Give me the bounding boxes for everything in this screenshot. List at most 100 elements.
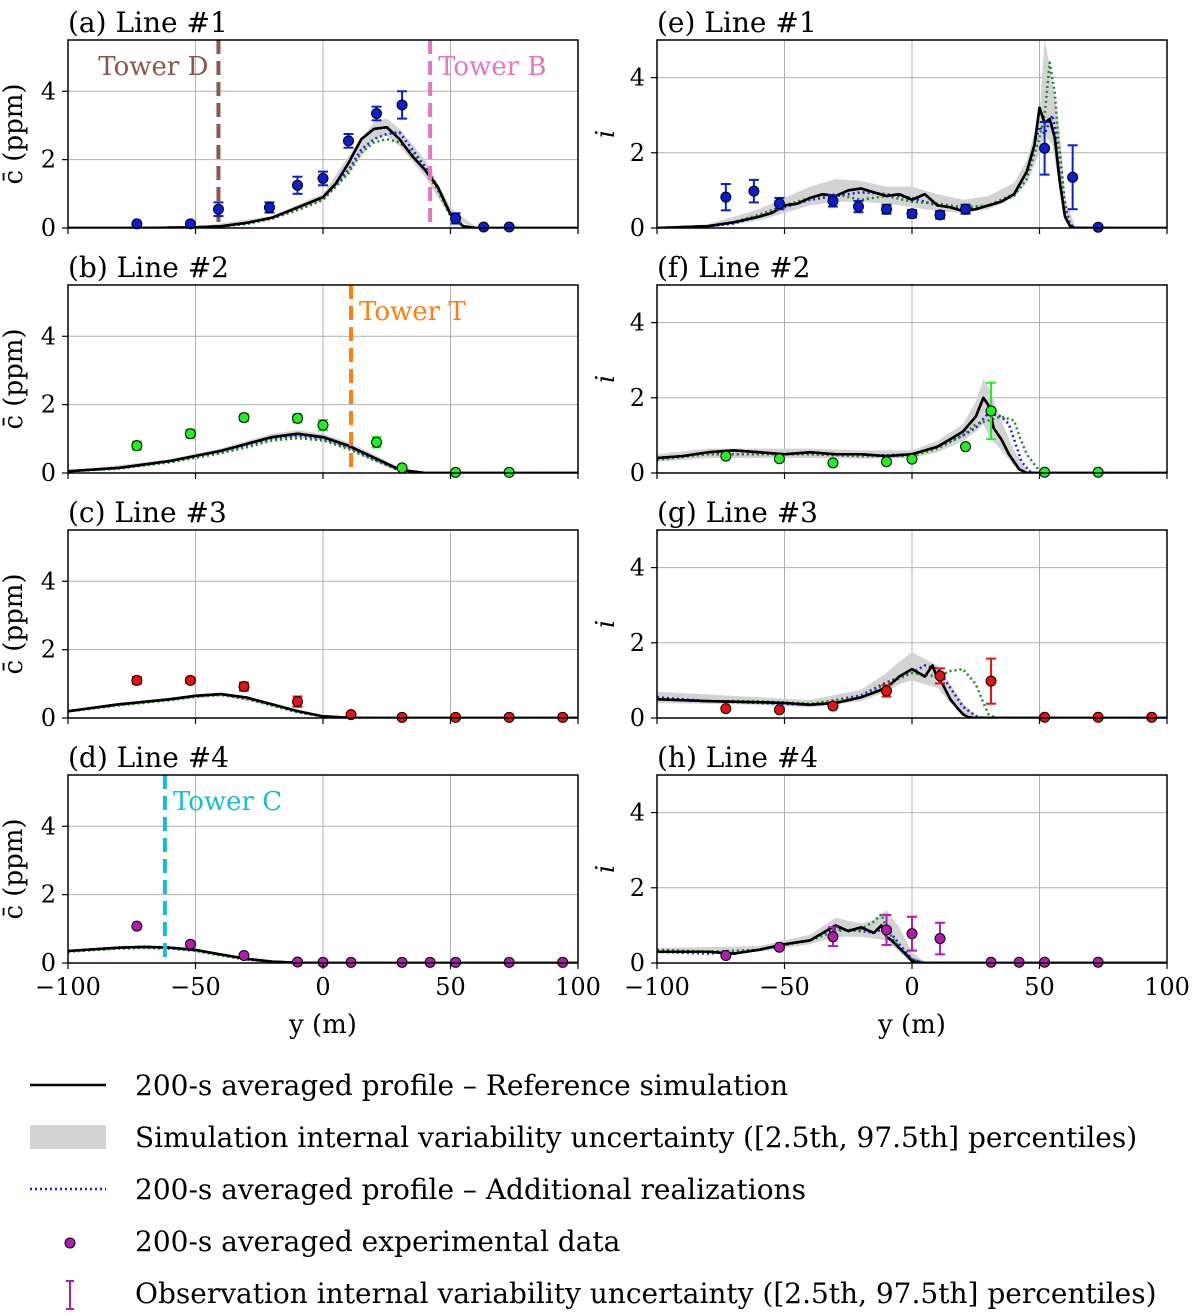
legend-key-obs-uncertainty <box>66 1280 74 1310</box>
reference-line-top-e <box>657 106 1167 228</box>
panel-title-h: (h) Line #4 <box>657 741 818 774</box>
uncertainty-band-g <box>657 652 1167 718</box>
panel-c: 0 2 4 (c) Line #3 c̄ (ppm) <box>0 496 579 732</box>
x-tick-label-h: −100 <box>624 973 690 1001</box>
data-point-h-7 <box>1013 956 1025 968</box>
legend-key-experimental <box>64 1237 76 1249</box>
y-axis-label-d: c̄ (ppm) <box>0 818 29 919</box>
y-tick-label-f: 2 <box>630 384 645 412</box>
data-point-g-4 <box>934 670 946 682</box>
y-tick-label-f: 4 <box>630 309 645 337</box>
data-point-g-2 <box>827 700 839 712</box>
x-tick-label-d: −100 <box>35 973 101 1001</box>
data-point-b-3 <box>292 412 303 424</box>
y-tick-label-a: 2 <box>41 146 56 174</box>
data-point-h-1 <box>773 941 785 953</box>
tower-label-a-1: Tower B <box>438 52 546 82</box>
legend-label-reference: 200-s averaged profile – Reference simul… <box>135 1069 789 1102</box>
y-axis-label-b: c̄ (ppm) <box>0 328 29 429</box>
y-axis-label-e: i <box>591 130 621 138</box>
data-point-c-2 <box>238 681 250 693</box>
data-point-a-7 <box>371 107 383 119</box>
data-point-e-1 <box>748 185 760 197</box>
y-tick-label-e: 0 <box>630 214 645 242</box>
uncertainty-band-h <box>657 910 1167 963</box>
data-point-h-3 <box>881 924 892 936</box>
panel-title-b: (b) Line #2 <box>68 251 229 284</box>
data-point-e-11 <box>1092 221 1104 233</box>
legend-item-obs-uncertainty: Observation internal variability uncerta… <box>30 1273 1200 1313</box>
x-tick-label-d: −50 <box>170 973 221 1001</box>
panel-a: Tower D Tower B 0 2 4 (a) Line #1 c̄ (ppm) <box>0 6 579 242</box>
data-point-b-5 <box>371 436 383 448</box>
y-tick-label-g: 2 <box>630 629 645 657</box>
data-point-e-3 <box>827 195 839 207</box>
data-point-f-8 <box>1092 466 1104 478</box>
y-tick-label-c: 4 <box>41 567 56 595</box>
data-point-a-3 <box>263 201 275 213</box>
data-point-a-2 <box>212 203 224 215</box>
data-point-d-0 <box>131 920 143 932</box>
data-point-b-0 <box>131 440 143 452</box>
tower-label-b-0: Tower T <box>359 297 466 327</box>
data-point-h-2 <box>827 931 839 943</box>
data-point-e-6 <box>906 208 918 220</box>
data-point-a-4 <box>292 179 303 191</box>
data-point-b-1 <box>184 428 196 440</box>
data-point-e-7 <box>934 209 946 221</box>
data-point-h-0 <box>720 949 732 961</box>
panel-b: Tower T 0 2 4 (b) Line #2 c̄ (ppm) <box>0 251 579 487</box>
data-point-d-1 <box>184 938 196 950</box>
data-point-c-1 <box>184 674 196 686</box>
plot-area-h <box>657 910 1167 963</box>
data-point-h-9 <box>1092 956 1104 968</box>
panel-f: 0 2 4 (f) Line #2 i <box>591 251 1168 487</box>
panel-title-a: (a) Line #1 <box>68 6 228 39</box>
y-axis-label-h: i <box>591 865 621 873</box>
data-point-f-1 <box>773 453 785 465</box>
data-point-e-5 <box>881 203 892 215</box>
legend-key-band <box>30 1125 106 1149</box>
additional-blue-line-a <box>68 131 578 228</box>
y-tick-label-h: 0 <box>630 949 645 977</box>
x-tick-label-h: 50 <box>1024 973 1055 1001</box>
data-point-g-3 <box>881 685 892 697</box>
data-point-g-1 <box>773 704 785 716</box>
data-point-a-1 <box>184 218 196 230</box>
x-tick-label-d: 0 <box>315 973 330 1001</box>
y-tick-label-c: 2 <box>41 636 56 664</box>
panel-title-e: (e) Line #1 <box>657 6 817 39</box>
data-point-a-0 <box>131 218 143 230</box>
y-tick-label-e: 2 <box>630 139 645 167</box>
panel-title-d: (d) Line #4 <box>68 741 229 774</box>
uncertainty-band-f <box>657 379 1167 473</box>
data-point-b-2 <box>238 412 250 424</box>
data-point-e-2 <box>773 198 785 210</box>
y-tick-label-c: 0 <box>41 704 56 732</box>
data-point-f-3 <box>881 456 892 468</box>
legend-key-reference <box>30 1083 106 1087</box>
data-point-g-5 <box>985 675 997 687</box>
data-point-c-4 <box>345 709 357 721</box>
x-axis-label-h: y (m) <box>877 1010 946 1040</box>
data-point-h-8 <box>1039 956 1051 968</box>
data-point-f-5 <box>960 441 972 453</box>
x-tick-label-h: 100 <box>1144 973 1190 1001</box>
data-point-g-6 <box>1039 711 1051 723</box>
legend-item-band: Simulation internal variability uncertai… <box>30 1117 1200 1157</box>
tower-label-a-0: Tower D <box>98 52 208 82</box>
x-tick-label-d: 50 <box>435 973 466 1001</box>
data-point-e-8 <box>960 203 972 215</box>
legend-label-band: Simulation internal variability uncertai… <box>135 1121 1138 1154</box>
y-axis-label-f: i <box>591 375 621 383</box>
legend: 200-s averaged profile – Reference simul… <box>0 1055 1200 1316</box>
y-tick-label-d: 4 <box>41 812 56 840</box>
data-point-a-8 <box>396 99 408 111</box>
data-point-e-10 <box>1067 171 1079 183</box>
data-point-a-11 <box>503 221 515 233</box>
data-point-a-10 <box>478 221 490 233</box>
y-tick-label-a: 0 <box>41 214 56 242</box>
legend-key-additional <box>30 1187 106 1191</box>
plot-area-f <box>657 379 1167 473</box>
tower-label-d-0: Tower C <box>173 787 282 817</box>
